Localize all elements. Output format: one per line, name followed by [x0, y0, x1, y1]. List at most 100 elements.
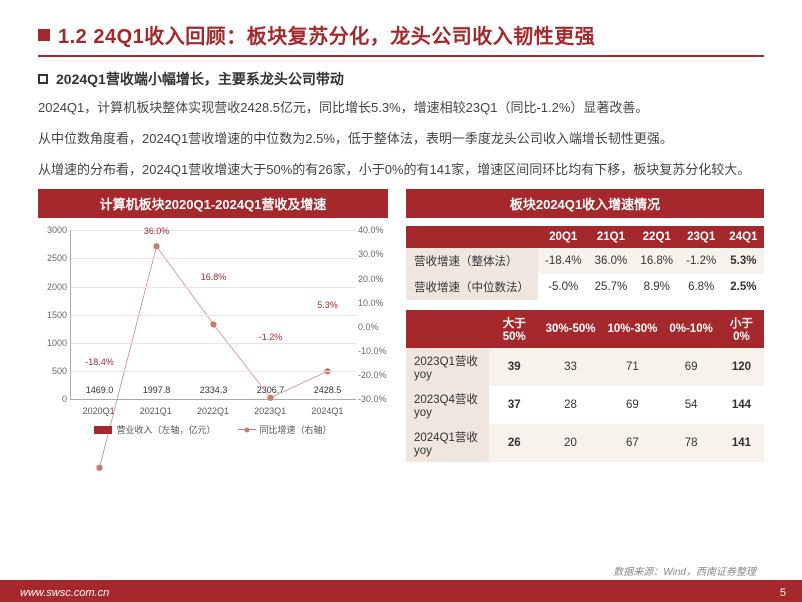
- table-row: 2024Q1营收yoy26206778141: [406, 424, 764, 462]
- table-column-header: 10%-30%: [601, 310, 663, 348]
- x-axis-label: 2024Q1: [302, 406, 353, 416]
- table-cell: -5.0%: [538, 274, 588, 300]
- legend-line-label: 同比增速（右轴）: [260, 423, 332, 436]
- legend-bar: 营业收入（左轴，亿元）: [94, 423, 215, 436]
- table-row: 2023Q1营收yoy39337169120: [406, 348, 764, 386]
- table-cell: -1.2%: [680, 248, 723, 274]
- left-column: 计算机板块2020Q1-2024Q1营收及增速 1469.01997.82334…: [38, 189, 388, 462]
- table-cell: 16.8%: [634, 248, 680, 274]
- table-column-header: 小于0%: [719, 310, 764, 348]
- subtitle-bullet-icon: [38, 74, 48, 84]
- y-tick-right: -20.0%: [358, 370, 388, 380]
- table-cell: 67: [601, 424, 663, 462]
- table-cell: 37: [489, 386, 540, 424]
- slide: 1.2 24Q1收入回顾：板块复苏分化，龙头公司收入韧性更强 2024Q1营收端…: [0, 0, 802, 602]
- y-tick-right: -30.0%: [358, 394, 388, 404]
- y-tick-left: 1000: [39, 338, 67, 348]
- table-column-header: 30%-50%: [540, 310, 602, 348]
- table-cell: 33: [540, 348, 602, 386]
- title-row: 1.2 24Q1收入回顾：板块复苏分化，龙头公司收入韧性更强: [38, 20, 764, 49]
- table-cell: 36.0%: [588, 248, 634, 274]
- line-value-label: 36.0%: [144, 226, 170, 236]
- footer-bar: www.swsc.com.cn 5: [0, 580, 802, 602]
- table-cell: 69: [663, 348, 718, 386]
- table-row-label: 营收增速（中位数法）: [406, 274, 538, 300]
- y-tick-left: 1500: [39, 310, 67, 320]
- y-tick-right: 10.0%: [358, 298, 388, 308]
- table-column-header: 22Q1: [634, 226, 680, 248]
- table-cell: 5.3%: [723, 248, 764, 274]
- bar-value-label: 1469.0: [86, 385, 114, 395]
- table-column-header: 21Q1: [588, 226, 634, 248]
- table-corner: [406, 226, 538, 248]
- table-corner: [406, 310, 489, 348]
- table-cell: 20: [540, 424, 602, 462]
- table-row: 营收增速（整体法）-18.4%36.0%16.8%-1.2%5.3%: [406, 248, 764, 274]
- legend-bar-label: 营业收入（左轴，亿元）: [116, 423, 215, 436]
- y-tick-left: 3000: [39, 225, 67, 235]
- table-cell: -18.4%: [538, 248, 588, 274]
- table-header: 板块2024Q1收入增速情况: [406, 189, 764, 218]
- title-bullet-icon: [38, 29, 50, 41]
- table-column-header: 大于50%: [489, 310, 540, 348]
- table-cell: 39: [489, 348, 540, 386]
- chart-plot-area: 1469.01997.82334.32306.72428.5 050010001…: [70, 230, 356, 400]
- chart-x-axis: 2020Q12021Q12022Q12023Q12024Q1: [70, 406, 356, 416]
- table-row-label: 营收增速（整体法）: [406, 248, 538, 274]
- content-row: 计算机板块2020Q1-2024Q1营收及增速 1469.01997.82334…: [38, 189, 764, 462]
- line-value-label: 16.8%: [201, 272, 227, 282]
- footer-url: www.swsc.com.cn: [20, 587, 109, 599]
- table-row: 营收增速（中位数法）-5.0%25.7%8.9%6.8%2.5%: [406, 274, 764, 300]
- x-axis-label: 2023Q1: [244, 406, 295, 416]
- table-cell: 28: [540, 386, 602, 424]
- x-axis-label: 2021Q1: [130, 406, 181, 416]
- table-cell: 26: [489, 424, 540, 462]
- subtitle: 2024Q1营收端小幅增长，主要系龙头公司带动: [56, 69, 344, 89]
- table-row-label: 2023Q1营收yoy: [406, 348, 489, 386]
- table-column-header: 24Q1: [723, 226, 764, 248]
- line-value-label: -1.2%: [259, 332, 283, 342]
- y-tick-right: 0.0%: [358, 322, 388, 332]
- table-cell: 54: [663, 386, 718, 424]
- line-value-label: 5.3%: [317, 300, 338, 310]
- y-tick-left: 2500: [39, 253, 67, 263]
- revenue-chart: 1469.01997.82334.32306.72428.5 050010001…: [38, 226, 388, 436]
- table-cell: 78: [663, 424, 718, 462]
- bar-value-label: 2428.5: [314, 385, 342, 395]
- chart-header: 计算机板块2020Q1-2024Q1营收及增速: [38, 189, 388, 218]
- table-cell: 141: [719, 424, 764, 462]
- table-row-label: 2023Q4营收yoy: [406, 386, 489, 424]
- table-column-header: 0%-10%: [663, 310, 718, 348]
- legend-line: 同比增速（右轴）: [238, 423, 332, 436]
- line-value-label: -18.4%: [85, 357, 114, 367]
- page-number: 5: [780, 587, 786, 599]
- table-cell: 144: [719, 386, 764, 424]
- table-cell: 2.5%: [723, 274, 764, 300]
- title-underline: [38, 55, 764, 57]
- legend-bar-swatch-icon: [94, 426, 112, 434]
- y-tick-right: 20.0%: [358, 274, 388, 284]
- data-source: 数据来源：Wind，西南证券整理: [613, 563, 756, 578]
- table-cell: 69: [601, 386, 663, 424]
- chart-legend: 营业收入（左轴，亿元） 同比增速（右轴）: [70, 423, 356, 436]
- table-cell: 8.9%: [634, 274, 680, 300]
- y-tick-left: 0: [39, 394, 67, 404]
- subtitle-row: 2024Q1营收端小幅增长，主要系龙头公司带动: [38, 69, 764, 89]
- table-column-header: 20Q1: [538, 226, 588, 248]
- y-tick-right: 40.0%: [358, 225, 388, 235]
- table-cell: 71: [601, 348, 663, 386]
- paragraph-3: 从增速的分布看，2024Q1营收增速大于50%的有26家，小于0%的有141家，…: [38, 159, 764, 182]
- bar-value-label: 2306.7: [257, 385, 285, 395]
- table-cell: 120: [719, 348, 764, 386]
- table-cell: 6.8%: [680, 274, 723, 300]
- x-axis-label: 2022Q1: [187, 406, 238, 416]
- distribution-table: 大于50%30%-50%10%-30%0%-10%小于0%2023Q1营收yoy…: [406, 310, 764, 462]
- right-column: 板块2024Q1收入增速情况 20Q121Q122Q123Q124Q1营收增速（…: [406, 189, 764, 462]
- y-tick-right: 30.0%: [358, 249, 388, 259]
- bar-value-label: 2334.3: [200, 385, 228, 395]
- y-tick-right: -10.0%: [358, 346, 388, 356]
- table-row-label: 2024Q1营收yoy: [406, 424, 489, 462]
- paragraph-1: 2024Q1，计算机板块整体实现营收2428.5亿元，同比增长5.3%，增速相较…: [38, 97, 764, 120]
- page-title: 1.2 24Q1收入回顾：板块复苏分化，龙头公司收入韧性更强: [58, 20, 595, 49]
- y-tick-left: 500: [39, 366, 67, 376]
